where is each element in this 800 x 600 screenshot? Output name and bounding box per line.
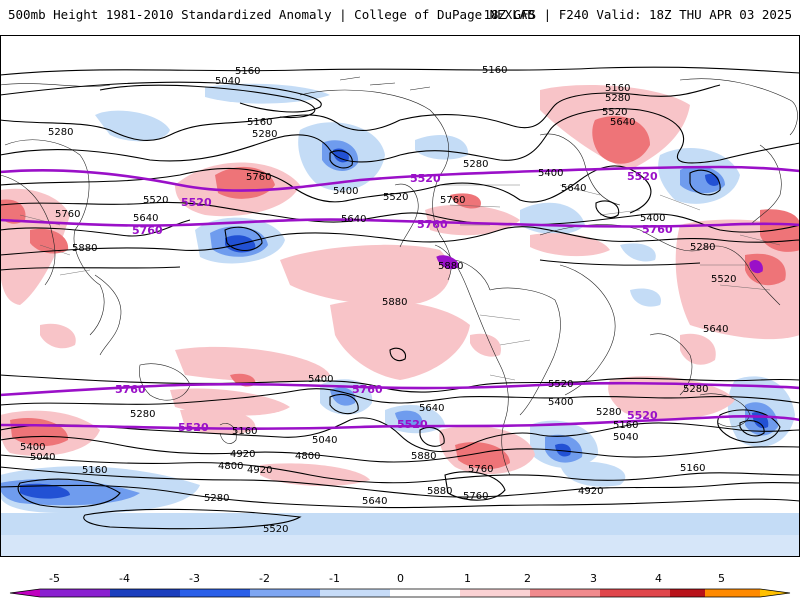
contour-label: 5760 — [463, 491, 488, 502]
colorbar-tick: 4 — [655, 572, 662, 585]
highlight-label: 5760 — [417, 218, 448, 231]
contour-label: 5160 — [605, 83, 630, 94]
colorbar-tick: -1 — [329, 572, 340, 585]
contour-label: 5160 — [680, 463, 705, 474]
highlight-label: 5520 — [397, 418, 428, 431]
contour-label: 5040 — [613, 432, 638, 443]
contour-label: 5160 — [235, 66, 260, 77]
contour-label: 5400 — [538, 168, 563, 179]
contour-label: 4920 — [230, 449, 255, 460]
contour-label: 5520 — [711, 274, 736, 285]
colorbar-tick: 3 — [590, 572, 597, 585]
contour-label: 5520 — [383, 192, 408, 203]
model-run-info: 18Z GFS | F240 Valid: 18Z THU APR 03 202… — [483, 7, 792, 22]
contour-label: 5160 — [232, 426, 257, 437]
contour-label: 5520 — [602, 107, 627, 118]
contour-label: 5880 — [438, 261, 463, 272]
weather-map: 5160 5040 5160 5160 5280 5280 5160 5280 … — [0, 35, 800, 557]
contour-label: 5880 — [427, 486, 452, 497]
contour-label: 5280 — [596, 407, 621, 418]
map-svg: 5160 5040 5160 5160 5280 5280 5160 5280 … — [0, 35, 800, 557]
contour-label: 5400 — [640, 213, 665, 224]
contour-label: 5880 — [411, 451, 436, 462]
contour-label: 5160 — [613, 420, 638, 431]
colorbar-tick: -4 — [119, 572, 130, 585]
contour-label: 5760 — [468, 464, 493, 475]
colorbar-tick: 2 — [524, 572, 531, 585]
contour-label: 5280 — [605, 93, 630, 104]
contour-label: 5520 — [263, 524, 288, 535]
contour-label: 5520 — [548, 379, 573, 390]
colorbar-tick: 1 — [464, 572, 471, 585]
contour-label: 5760 — [55, 209, 80, 220]
highlight-contour-labels: 5520 5520 5520 5760 5760 5760 5760 5760 … — [115, 170, 673, 434]
highlight-label: 5520 — [181, 196, 212, 209]
colorbar-tick: -3 — [189, 572, 200, 585]
highlight-label: 5760 — [132, 224, 163, 237]
contour-label: 5640 — [341, 214, 366, 225]
highlight-label: 5520 — [627, 409, 658, 422]
contour-label: 5640 — [610, 117, 635, 128]
contour-label: 5760 — [440, 195, 465, 206]
contour-label: 5160 — [482, 65, 507, 76]
contour-label: 5280 — [463, 159, 488, 170]
contour-label: 5640 — [133, 213, 158, 224]
contour-label: 5760 — [246, 172, 271, 183]
colorbar-segments — [9, 588, 791, 598]
contour-label: 5040 — [30, 452, 55, 463]
contour-labels: 5160 5040 5160 5160 5280 5280 5160 5280 … — [20, 65, 736, 535]
contour-label: 5040 — [312, 435, 337, 446]
highlight-label: 5760 — [352, 383, 383, 396]
contour-label: 5880 — [382, 297, 407, 308]
contour-label: 5640 — [561, 183, 586, 194]
contour-label: 5400 — [333, 186, 358, 197]
contour-label: 5880 — [72, 243, 97, 254]
height-contours — [0, 66, 800, 530]
contour-label: 5640 — [362, 496, 387, 507]
contour-label: 5280 — [683, 384, 708, 395]
highlight-contours — [0, 165, 800, 430]
title-bar: 500mb Height 1981-2010 Standardized Anom… — [0, 0, 800, 30]
highlight-label: 5760 — [115, 383, 146, 396]
contour-label: 4800 — [218, 461, 243, 472]
contour-label: 5640 — [703, 324, 728, 335]
highlight-label: 5520 — [178, 421, 209, 434]
highlight-label: 5520 — [410, 172, 441, 185]
contour-label: 5400 — [308, 374, 333, 385]
colorbar-tick: -2 — [259, 572, 270, 585]
colorbar-ticks: -5 -4 -3 -2 -1 0 1 2 3 4 5 — [49, 572, 725, 585]
colorbar: -5 -4 -3 -2 -1 0 1 2 3 4 5 — [0, 568, 800, 600]
contour-label: 5040 — [215, 76, 240, 87]
contour-label: 5280 — [204, 493, 229, 504]
colorbar-tick: -5 — [49, 572, 60, 585]
positive-anomaly-shading — [0, 85, 800, 487]
contour-label: 4920 — [247, 465, 272, 476]
colorbar-svg: -5 -4 -3 -2 -1 0 1 2 3 4 5 — [9, 572, 791, 598]
colorbar-tick: 5 — [718, 572, 725, 585]
contour-label: 5280 — [130, 409, 155, 420]
contour-label: 5520 — [143, 195, 168, 206]
contour-label: 5280 — [252, 129, 277, 140]
contour-label: 5160 — [82, 465, 107, 476]
contour-label: 5160 — [247, 117, 272, 128]
map-title: 500mb Height 1981-2010 Standardized Anom… — [8, 7, 535, 22]
colorbar-tick: 0 — [397, 572, 404, 585]
contour-label: 5640 — [419, 403, 444, 414]
highlight-label: 5760 — [642, 223, 673, 236]
contour-label: 4920 — [578, 486, 603, 497]
contour-label: 5400 — [548, 397, 573, 408]
contour-label: 4800 — [295, 451, 320, 462]
contour-label: 5280 — [48, 127, 73, 138]
contour-label: 5280 — [690, 242, 715, 253]
contour-label: 5400 — [20, 442, 45, 453]
highlight-label: 5520 — [627, 170, 658, 183]
